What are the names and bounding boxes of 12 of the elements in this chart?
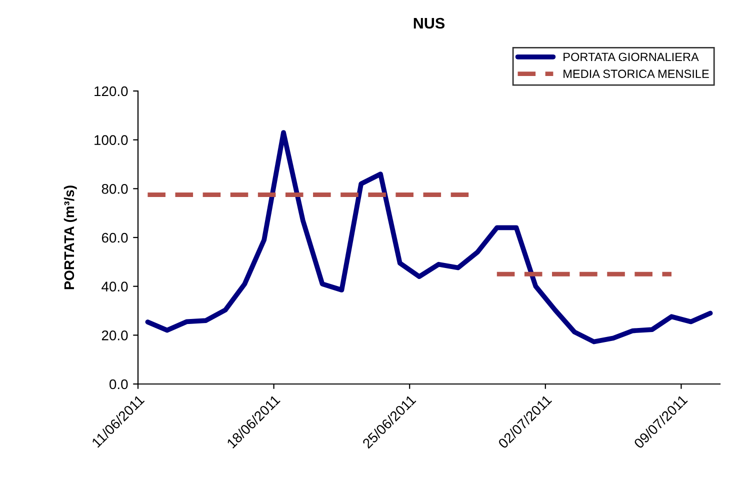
y-tick-label: 80.0 bbox=[102, 184, 128, 194]
y-tick-label: 40.0 bbox=[102, 282, 128, 292]
legend-label: PORTATA GIORNALIERA bbox=[564, 52, 699, 62]
y-tick-label: 0.0 bbox=[110, 379, 128, 390]
chart-title: NUS bbox=[414, 18, 445, 29]
y-axis-title: PORTATA (m³/s) bbox=[64, 186, 77, 290]
line-series bbox=[145, 130, 713, 344]
y-tick-label: 100.0 bbox=[94, 135, 128, 146]
legend-label: MEDIA STORICA MENSILE bbox=[564, 70, 709, 78]
y-tick-label: 60.0 bbox=[102, 232, 128, 243]
y-tick-label: 120.0 bbox=[94, 86, 128, 96]
y-tick-label: 20.0 bbox=[102, 330, 128, 340]
